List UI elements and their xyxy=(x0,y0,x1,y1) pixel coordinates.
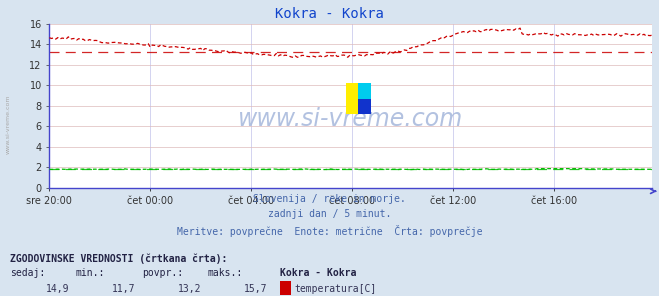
Text: Kokra - Kokra: Kokra - Kokra xyxy=(275,7,384,21)
Text: 11,7: 11,7 xyxy=(111,284,135,294)
Text: 13,2: 13,2 xyxy=(177,284,201,294)
Bar xyxy=(346,83,358,114)
Text: www.si-vreme.com: www.si-vreme.com xyxy=(239,107,463,131)
Text: 15,7: 15,7 xyxy=(243,284,267,294)
Bar xyxy=(358,99,371,114)
Text: temperatura[C]: temperatura[C] xyxy=(295,284,377,294)
Text: maks.:: maks.: xyxy=(208,268,243,278)
Text: povpr.:: povpr.: xyxy=(142,268,183,278)
Text: ZGODOVINSKE VREDNOSTI (črtkana črta):: ZGODOVINSKE VREDNOSTI (črtkana črta): xyxy=(10,253,227,263)
Text: www.si-vreme.com: www.si-vreme.com xyxy=(5,94,11,154)
Text: Slovenija / reke in morje.: Slovenija / reke in morje. xyxy=(253,194,406,204)
Bar xyxy=(358,83,371,99)
Text: sedaj:: sedaj: xyxy=(10,268,45,278)
Text: Meritve: povprečne  Enote: metrične  Črta: povprečje: Meritve: povprečne Enote: metrične Črta:… xyxy=(177,225,482,237)
Text: Kokra - Kokra: Kokra - Kokra xyxy=(280,268,357,278)
Text: zadnji dan / 5 minut.: zadnji dan / 5 minut. xyxy=(268,209,391,219)
Text: min.:: min.: xyxy=(76,268,105,278)
Text: 14,9: 14,9 xyxy=(45,284,69,294)
